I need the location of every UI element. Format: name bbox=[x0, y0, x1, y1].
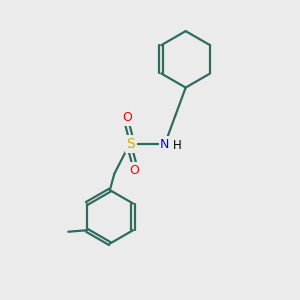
Text: O: O bbox=[129, 164, 139, 177]
Text: S: S bbox=[126, 137, 135, 151]
Text: N: N bbox=[160, 138, 170, 151]
Text: H: H bbox=[173, 139, 182, 152]
Text: O: O bbox=[122, 111, 132, 124]
